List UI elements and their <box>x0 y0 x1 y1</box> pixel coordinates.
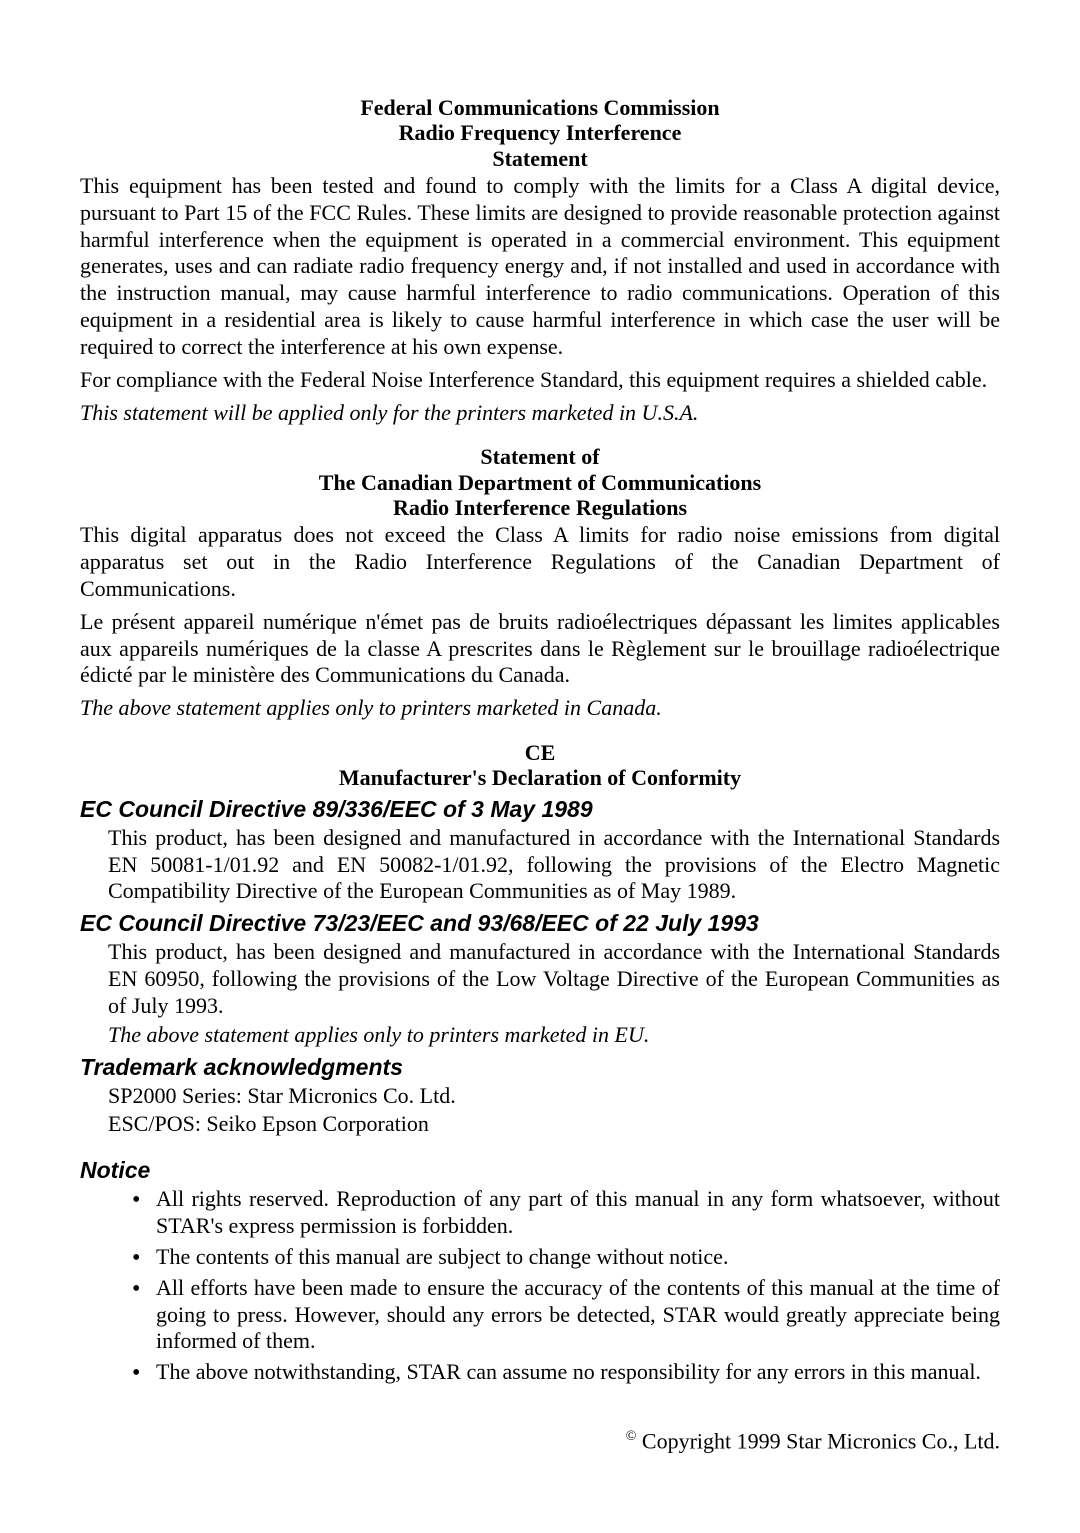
spacer <box>80 1140 1000 1152</box>
trademark-line-1: SP2000 Series: Star Micronics Co. Ltd. <box>80 1083 1000 1110</box>
fcc-para-2: For compliance with the Federal Noise In… <box>80 367 1000 394</box>
trademark-line-2: ESC/POS: Seiko Epson Corporation <box>80 1111 1000 1138</box>
copyright-symbol: © <box>626 1429 637 1444</box>
canada-italic: The above statement applies only to prin… <box>80 695 1000 722</box>
notice-item-1: All rights reserved. Reproduction of any… <box>136 1186 1000 1240</box>
ce-title-1: CE <box>80 740 1000 765</box>
canada-para-2: Le présent appareil numérique n'émet pas… <box>80 609 1000 689</box>
canada-para-1: This digital apparatus does not exceed t… <box>80 522 1000 602</box>
notice-list: All rights reserved. Reproduction of any… <box>80 1186 1000 1386</box>
ce-header: CE Manufacturer's Declaration of Conform… <box>80 740 1000 791</box>
canada-header: Statement of The Canadian Department of … <box>80 444 1000 520</box>
notice-heading: Notice <box>80 1156 1000 1184</box>
directive-2-body: This product, has been designed and manu… <box>80 939 1000 1019</box>
fcc-title-1: Federal Communications Commission <box>80 95 1000 120</box>
copyright-line: © Copyright 1999 Star Micronics Co., Ltd… <box>80 1428 1000 1455</box>
canada-title-3: Radio Interference Regulations <box>80 495 1000 520</box>
ce-italic: The above statement applies only to prin… <box>80 1022 1000 1049</box>
ce-title-2: Manufacturer's Declaration of Conformity <box>80 765 1000 790</box>
canada-title-1: Statement of <box>80 444 1000 469</box>
fcc-para-1: This equipment has been tested and found… <box>80 173 1000 361</box>
notice-item-2: The contents of this manual are subject … <box>136 1244 1000 1271</box>
fcc-title-3: Statement <box>80 146 1000 171</box>
fcc-title-2: Radio Frequency Interference <box>80 120 1000 145</box>
notice-item-3: All efforts have been made to ensure the… <box>136 1275 1000 1355</box>
copyright-text: Copyright 1999 Star Micronics Co., Ltd. <box>642 1428 1000 1453</box>
directive-1-heading: EC Council Directive 89/336/EEC of 3 May… <box>80 795 1000 823</box>
notice-item-4: The above notwithstanding, STAR can assu… <box>136 1359 1000 1386</box>
fcc-header: Federal Communications Commission Radio … <box>80 95 1000 171</box>
canada-title-2: The Canadian Department of Communication… <box>80 470 1000 495</box>
directive-1-body: This product, has been designed and manu… <box>80 825 1000 905</box>
fcc-italic: This statement will be applied only for … <box>80 400 1000 427</box>
directive-2-heading: EC Council Directive 73/23/EEC and 93/68… <box>80 909 1000 937</box>
trademark-heading: Trademark acknowledgments <box>80 1053 1000 1081</box>
